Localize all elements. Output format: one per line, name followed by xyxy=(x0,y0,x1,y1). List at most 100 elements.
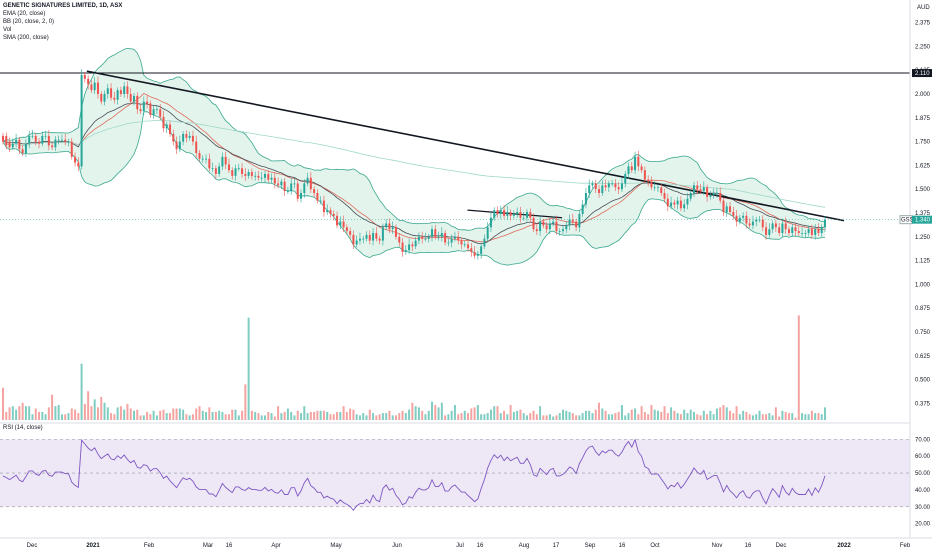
volume-bar xyxy=(191,414,194,420)
price-tick-label: 1.875 xyxy=(915,116,931,122)
volume-bar xyxy=(447,414,450,420)
candle-body xyxy=(136,95,139,110)
price-tick-label: 0.500 xyxy=(915,378,931,384)
legend-bb[interactable]: BB (20, close, 2, 0) xyxy=(3,19,55,25)
candle-body xyxy=(787,229,790,233)
candle-body xyxy=(100,94,103,102)
volume-bar xyxy=(751,415,754,420)
volume-bar xyxy=(309,411,312,420)
volume-bar xyxy=(51,394,54,420)
last-price-bg xyxy=(912,215,932,224)
volume-bar xyxy=(453,405,456,420)
candle-body xyxy=(362,238,365,240)
volume-bar xyxy=(817,413,820,420)
volume-bar xyxy=(693,411,696,420)
candle-body xyxy=(83,74,86,79)
volume-bar xyxy=(175,408,178,420)
candle-body xyxy=(162,116,165,129)
price-tick-label: 0.750 xyxy=(915,330,931,336)
volume-bar xyxy=(342,406,345,420)
candle-body xyxy=(738,217,741,222)
candle-body xyxy=(437,236,440,238)
candle-body xyxy=(676,200,679,205)
candle-body xyxy=(421,236,424,239)
candle-body xyxy=(303,183,306,194)
volume-bar xyxy=(558,413,561,420)
candle-body xyxy=(218,166,221,174)
volume-bar xyxy=(211,411,214,420)
time-axis-label: Dec xyxy=(776,543,787,549)
candle-body xyxy=(319,200,322,202)
candle-body xyxy=(745,215,748,224)
candle-body xyxy=(591,183,594,186)
volume-bar xyxy=(480,414,483,420)
volume-bar xyxy=(620,405,623,420)
chart-title: GENETIC SIGNATURES LIMITED, 1D, ASX xyxy=(3,3,123,9)
candle-body xyxy=(103,94,106,102)
time-axis-label: Jul xyxy=(456,543,464,549)
trendline xyxy=(86,70,845,222)
candle-body xyxy=(188,135,191,138)
legend-sma[interactable]: SMA (200, close) xyxy=(3,35,49,41)
rsi-pane xyxy=(0,438,910,512)
rsi-tick-label: 70.00 xyxy=(915,437,931,443)
symbol-tag-label: GSS xyxy=(901,218,914,224)
candle-body xyxy=(647,179,650,182)
candle-body xyxy=(132,95,135,102)
price-tick-label: 1.000 xyxy=(915,282,931,288)
candle-body xyxy=(814,229,817,235)
candle-body xyxy=(391,227,394,230)
volume-bar xyxy=(93,399,96,420)
volume-bar xyxy=(624,415,627,420)
candle-body xyxy=(683,204,686,209)
candle-body xyxy=(480,246,483,254)
candle-body xyxy=(463,244,466,246)
volume-bar xyxy=(129,408,132,420)
candle-body xyxy=(372,232,375,241)
candle-body xyxy=(38,141,41,144)
candle-body xyxy=(607,183,610,188)
legend-vol[interactable]: Vol xyxy=(3,27,12,33)
candle-body xyxy=(748,223,751,226)
volume-bar xyxy=(322,410,325,420)
volume-bar xyxy=(408,409,411,420)
volume-bar xyxy=(11,406,14,420)
candle-body xyxy=(24,143,27,154)
volume-bar xyxy=(729,410,732,420)
bb-basis-line xyxy=(2,93,825,243)
candle-body xyxy=(630,166,633,171)
volume-bar xyxy=(169,413,172,420)
volume-bar xyxy=(123,409,126,420)
legend-ema[interactable]: EMA (20, close) xyxy=(3,11,46,17)
time-axis-label: Mar xyxy=(203,543,213,549)
volume-bar xyxy=(627,413,630,420)
candle-body xyxy=(807,229,810,233)
volume-bar xyxy=(824,407,826,420)
candle-body xyxy=(604,185,607,188)
candle-body xyxy=(522,217,525,219)
candle-body xyxy=(725,206,728,213)
candle-body xyxy=(581,204,584,214)
price-tick-label: 1.500 xyxy=(915,187,931,193)
candle-body xyxy=(208,158,211,169)
volume-bar xyxy=(512,411,515,420)
volume-bar xyxy=(578,415,581,420)
rsi-line xyxy=(2,438,826,512)
volume-bar xyxy=(735,406,738,420)
volume-bar xyxy=(355,414,358,420)
candle-body xyxy=(679,200,682,209)
rsi-band xyxy=(0,439,910,507)
time-axis-label: Oct xyxy=(650,543,660,549)
volume-bar xyxy=(588,410,591,420)
rsi-legend[interactable]: RSI (14, close) xyxy=(3,425,43,431)
volume-bar xyxy=(509,405,512,420)
volume-bar xyxy=(28,406,31,420)
volume-bar xyxy=(417,407,420,420)
volume-bar xyxy=(676,413,679,420)
volume-bar xyxy=(529,413,532,420)
volume-bar xyxy=(139,415,142,420)
candle-body xyxy=(594,183,597,190)
candle-body xyxy=(293,183,296,185)
candle-body xyxy=(719,193,722,201)
